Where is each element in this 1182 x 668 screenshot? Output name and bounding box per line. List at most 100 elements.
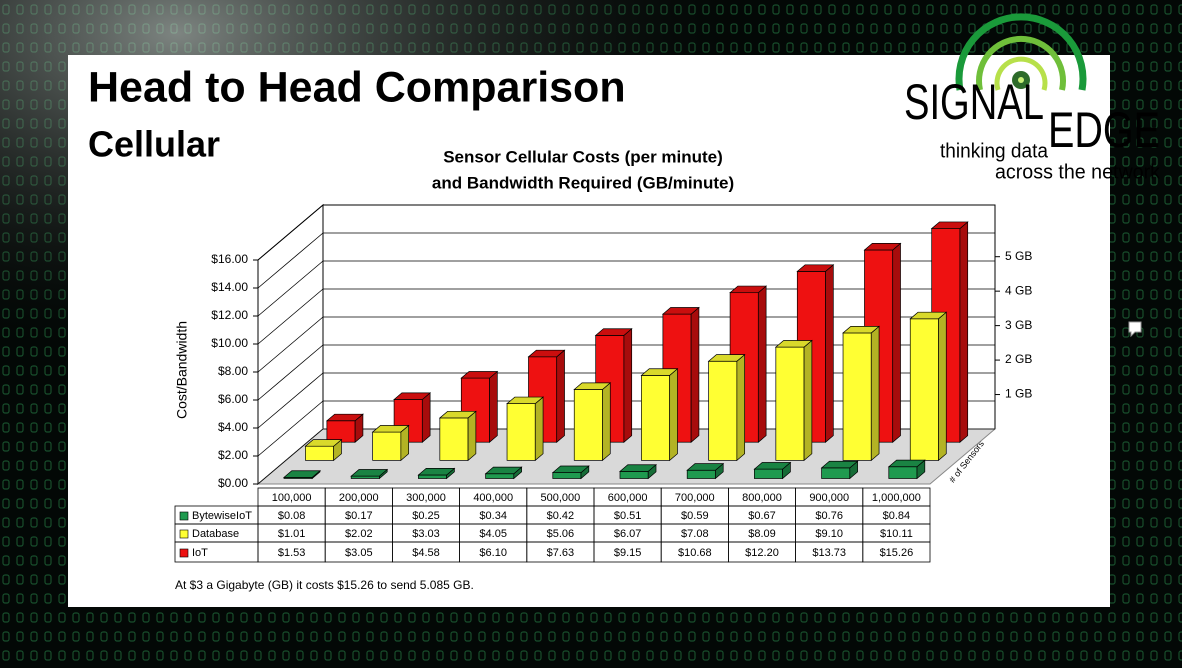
y2-tick-label: 5 GB xyxy=(1005,249,1032,263)
bar-top xyxy=(686,463,725,471)
legend-label: BytewiseIoT xyxy=(192,510,252,522)
slide-title: Head to Head Comparison xyxy=(88,63,626,111)
bar-front xyxy=(418,474,447,479)
bar-side xyxy=(421,392,431,443)
bar xyxy=(820,460,859,480)
grid-line xyxy=(257,232,324,289)
table-value: $1.53 xyxy=(278,547,306,559)
table-value: $0.84 xyxy=(883,510,911,522)
bar-side xyxy=(892,242,901,443)
x-tick-label: 700,000 xyxy=(675,492,715,504)
bar xyxy=(325,413,364,443)
table-value: $0.76 xyxy=(815,510,843,522)
bar-side xyxy=(959,221,969,443)
bar-top xyxy=(820,460,859,469)
table-value: $0.51 xyxy=(614,510,642,522)
bar-side xyxy=(489,370,498,443)
bar-front xyxy=(686,469,716,479)
y-tick-label: $10.00 xyxy=(211,336,248,350)
y2-tick-label: 3 GB xyxy=(1005,318,1032,332)
chart-title: Sensor Cellular Costs (per minute) xyxy=(443,147,723,166)
bar xyxy=(686,462,725,480)
logo-arc xyxy=(955,13,1087,91)
logo-arc xyxy=(976,35,1066,91)
bar-top xyxy=(887,459,926,468)
bar-side xyxy=(825,264,834,443)
grid-line xyxy=(257,344,324,401)
logo-tagline: across the network xyxy=(995,161,1161,183)
table-value: $7.63 xyxy=(547,547,575,559)
bar xyxy=(438,410,477,462)
legend-swatch xyxy=(179,548,189,558)
table-value: $0.59 xyxy=(681,510,709,522)
x-tick-label: 500,000 xyxy=(541,492,581,504)
bar-front xyxy=(619,471,649,479)
bar-side xyxy=(623,328,633,443)
y2-tick-label: 1 GB xyxy=(1005,387,1032,401)
bar-side xyxy=(602,382,611,462)
table-cell xyxy=(862,541,931,563)
bar-top xyxy=(573,382,612,390)
bar-top xyxy=(325,413,364,422)
bar-top xyxy=(863,243,902,251)
bar-front xyxy=(485,473,515,479)
x-tick-label: 400,000 xyxy=(473,492,513,504)
bar-top xyxy=(371,425,410,433)
table-value: $0.34 xyxy=(479,510,507,522)
grid-line xyxy=(257,400,324,457)
y2-tick-label: 4 GB xyxy=(1005,283,1032,297)
bar-front xyxy=(372,431,402,461)
bar-side xyxy=(938,311,947,462)
bar xyxy=(640,368,679,462)
table-value: $6.07 xyxy=(614,528,642,540)
bar-top xyxy=(619,464,657,472)
bar-top xyxy=(640,368,679,376)
bar-top xyxy=(484,466,523,475)
logo-eye-pupil xyxy=(1018,77,1024,83)
bar-top xyxy=(438,410,477,419)
chart-title: and Bandwidth Required (GB/minute) xyxy=(432,173,734,192)
bar xyxy=(350,468,389,480)
bar-side xyxy=(556,349,565,443)
bar xyxy=(304,438,343,462)
bar-front xyxy=(775,346,805,461)
bar-top xyxy=(774,340,813,348)
table-value: $0.17 xyxy=(345,510,373,522)
bar-front xyxy=(708,360,738,461)
y-tick-label: $8.00 xyxy=(218,364,248,378)
bar xyxy=(573,382,612,462)
legend-swatch xyxy=(179,529,189,539)
bar-side xyxy=(669,368,678,462)
legend-label: IoT xyxy=(192,547,208,559)
bar-side xyxy=(690,306,700,443)
bar-front xyxy=(350,475,380,479)
table-value: $7.08 xyxy=(681,528,709,540)
bar-top xyxy=(930,221,969,229)
logo-word: EDGE xyxy=(1048,102,1160,158)
bar xyxy=(887,459,926,480)
legend-label: Database xyxy=(192,528,239,540)
bar xyxy=(506,396,545,462)
bar-front xyxy=(909,318,939,461)
bar xyxy=(753,461,792,480)
logo-word: SIGNAL xyxy=(904,74,1044,130)
grid-line xyxy=(257,288,324,345)
bar xyxy=(283,470,321,480)
table-value: $2.02 xyxy=(345,528,373,540)
y-tick-label: $2.00 xyxy=(218,448,248,462)
bar-top xyxy=(707,354,746,362)
table-value: $4.05 xyxy=(479,528,507,540)
bar-top xyxy=(753,462,792,470)
bar-top xyxy=(393,392,432,400)
table-value: $3.03 xyxy=(412,528,440,540)
y2-tick-label: 2 GB xyxy=(1005,352,1032,366)
table-value: $0.08 xyxy=(278,510,306,522)
y-tick-label: $14.00 xyxy=(211,280,248,294)
logo-arc xyxy=(994,56,1048,91)
bar-top xyxy=(842,326,881,334)
bar-front xyxy=(439,417,469,461)
table-value: $4.58 xyxy=(412,547,440,559)
grid-line xyxy=(257,316,324,373)
footnote: At $3 a Gigabyte (GB) it costs $15.26 to… xyxy=(175,578,474,592)
